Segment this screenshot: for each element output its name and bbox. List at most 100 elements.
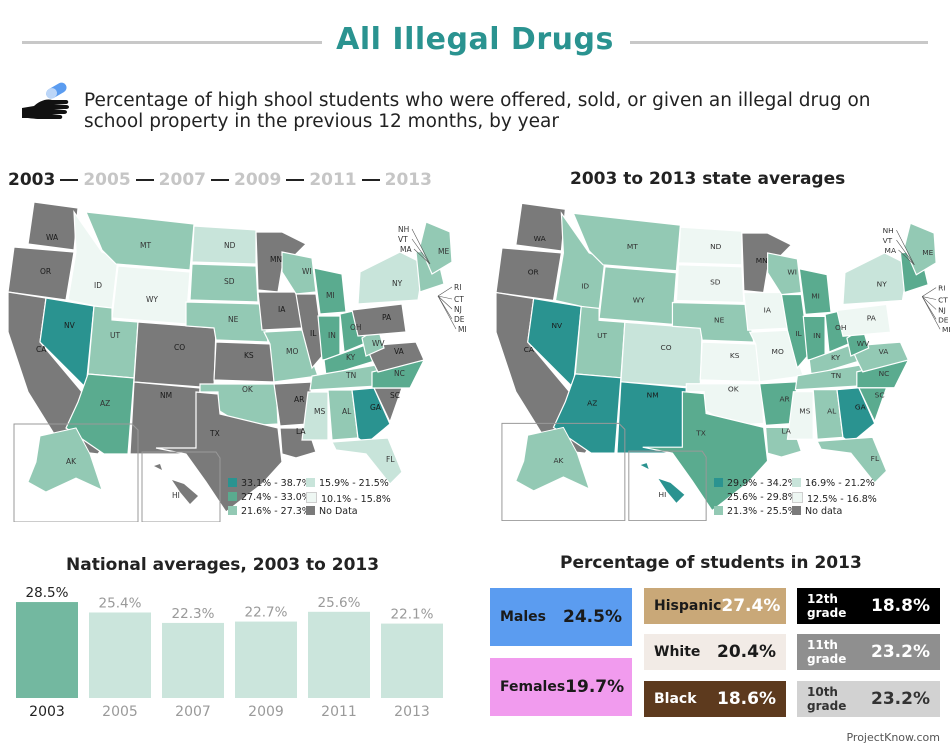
hawaii-island bbox=[154, 464, 162, 470]
legend-swatch bbox=[228, 506, 237, 515]
legend-swatch bbox=[792, 506, 801, 515]
demographic-value: 18.8% bbox=[871, 596, 930, 616]
legend-item: 25.6% - 29.8% bbox=[714, 492, 797, 503]
state-mo bbox=[263, 329, 319, 383]
state-label-mi: MI bbox=[811, 292, 820, 301]
state-label-il: IL bbox=[795, 329, 802, 338]
demographic-card-males: Males 24.5% bbox=[490, 588, 632, 646]
state-sd bbox=[675, 264, 745, 304]
state-label-nv: NV bbox=[64, 321, 76, 330]
state-label-ma: MA bbox=[885, 246, 897, 255]
state-label-me: ME bbox=[438, 247, 449, 256]
state-label-ms: MS bbox=[314, 407, 325, 416]
state-label-mn: MN bbox=[270, 255, 282, 264]
label-leader-line bbox=[437, 295, 457, 330]
state-label-sc: SC bbox=[390, 391, 400, 400]
state-label-va: VA bbox=[394, 347, 405, 356]
state-label-wi: WI bbox=[302, 267, 312, 276]
state-label-ct: CT bbox=[938, 295, 948, 304]
state-label-mt: MT bbox=[140, 241, 151, 250]
state-label-id: ID bbox=[581, 282, 589, 291]
state-label-nh: NH bbox=[398, 225, 409, 234]
year-separator bbox=[286, 179, 305, 181]
hand-pill-icon bbox=[20, 78, 72, 128]
year-tab-2005[interactable]: 2005 bbox=[83, 170, 131, 190]
state-label-ks: KS bbox=[730, 351, 740, 360]
legend-item: No data bbox=[792, 506, 842, 517]
demographic-card-white: White 20.4% bbox=[644, 634, 786, 670]
legend-item: 29.9% - 34.2% bbox=[714, 478, 797, 489]
demographic-label: White bbox=[654, 644, 701, 660]
year-selector: 2003 2005 2007 2009 2011 2013 bbox=[8, 170, 432, 190]
state-label-la: LA bbox=[781, 426, 791, 435]
state-pa bbox=[836, 303, 892, 337]
state-label-ak: AK bbox=[66, 457, 77, 466]
state-nd bbox=[677, 226, 743, 266]
demographic-label: Hispanic bbox=[654, 598, 722, 614]
legend-label: No Data bbox=[319, 506, 358, 517]
year-tab-2013[interactable]: 2013 bbox=[384, 170, 432, 190]
hawaii-island bbox=[658, 478, 685, 503]
year-tab-2009[interactable]: 2009 bbox=[233, 170, 282, 190]
state-label-nj: NJ bbox=[454, 305, 462, 314]
demographic-value: 18.6% bbox=[717, 689, 776, 709]
label-leader-line bbox=[898, 249, 915, 266]
state-label-ak: AK bbox=[553, 456, 564, 465]
year-tab-2011[interactable]: 2011 bbox=[309, 170, 357, 190]
state-label-ky: KY bbox=[346, 353, 356, 362]
label-leader-line bbox=[437, 286, 453, 297]
state-ks bbox=[699, 341, 761, 383]
state-label-nc: NC bbox=[394, 369, 405, 378]
alaska-inset-frame bbox=[501, 422, 626, 522]
state-label-nd: ND bbox=[710, 242, 722, 251]
legend-label: 21.6% - 27.3% bbox=[241, 506, 311, 517]
state-ms bbox=[786, 391, 814, 440]
year-separator bbox=[210, 179, 229, 181]
state-label-ms: MS bbox=[799, 407, 810, 416]
bar-2013 bbox=[381, 623, 443, 698]
legend-swatch bbox=[228, 492, 237, 501]
demographic-card-12th-grade: 12th grade 18.8% bbox=[797, 588, 940, 624]
year-tab-2003[interactable]: 2003 bbox=[8, 170, 56, 190]
state-label-vt: VT bbox=[398, 235, 408, 244]
state-label-al: AL bbox=[827, 407, 837, 416]
demographic-value: 23.2% bbox=[871, 689, 930, 709]
state-label-nv: NV bbox=[551, 321, 563, 330]
state-label-nm: NM bbox=[160, 391, 172, 400]
state-label-nc: NC bbox=[879, 369, 890, 378]
state-label-va: VA bbox=[879, 347, 890, 356]
state-wa bbox=[27, 201, 79, 251]
state-label-ri: RI bbox=[454, 283, 461, 292]
state-label-ia: IA bbox=[764, 305, 772, 314]
state-label-ok: OK bbox=[242, 385, 254, 394]
legend-swatch bbox=[792, 478, 801, 487]
state-il bbox=[780, 293, 810, 370]
state-label-ga: GA bbox=[370, 403, 382, 412]
legend-label: 33.1% - 38.7% bbox=[241, 478, 311, 489]
demographic-value: 23.2% bbox=[871, 642, 930, 662]
state-label-ok: OK bbox=[728, 385, 740, 394]
bar-2005 bbox=[89, 612, 151, 698]
state-label-wv: WV bbox=[857, 339, 870, 348]
state-label-sd: SD bbox=[710, 278, 721, 287]
bar-value-label: 22.7% bbox=[245, 605, 288, 621]
label-leader-line bbox=[411, 238, 431, 265]
legend-item: 15.9% - 21.5% bbox=[306, 478, 389, 489]
demographic-label: Black bbox=[654, 691, 697, 707]
state-label-oh: OH bbox=[835, 323, 846, 332]
year-separator bbox=[361, 179, 380, 181]
year-tab-2007[interactable]: 2007 bbox=[158, 170, 206, 190]
page-title: All Illegal Drugs bbox=[336, 22, 614, 57]
x-tick-label: 2003 bbox=[29, 704, 65, 720]
bar-value-label: 25.4% bbox=[99, 595, 142, 611]
x-tick-label: 2009 bbox=[248, 704, 284, 720]
state-label-wy: WY bbox=[146, 295, 158, 304]
label-leader-line bbox=[922, 296, 937, 300]
state-mo bbox=[748, 329, 805, 383]
label-leader-line bbox=[896, 239, 915, 265]
legend-label: 29.9% - 34.2% bbox=[727, 478, 797, 489]
state-label-tx: TX bbox=[209, 429, 220, 438]
map-states bbox=[495, 202, 937, 522]
state-pa bbox=[351, 303, 407, 337]
state-label-wv: WV bbox=[372, 339, 385, 348]
